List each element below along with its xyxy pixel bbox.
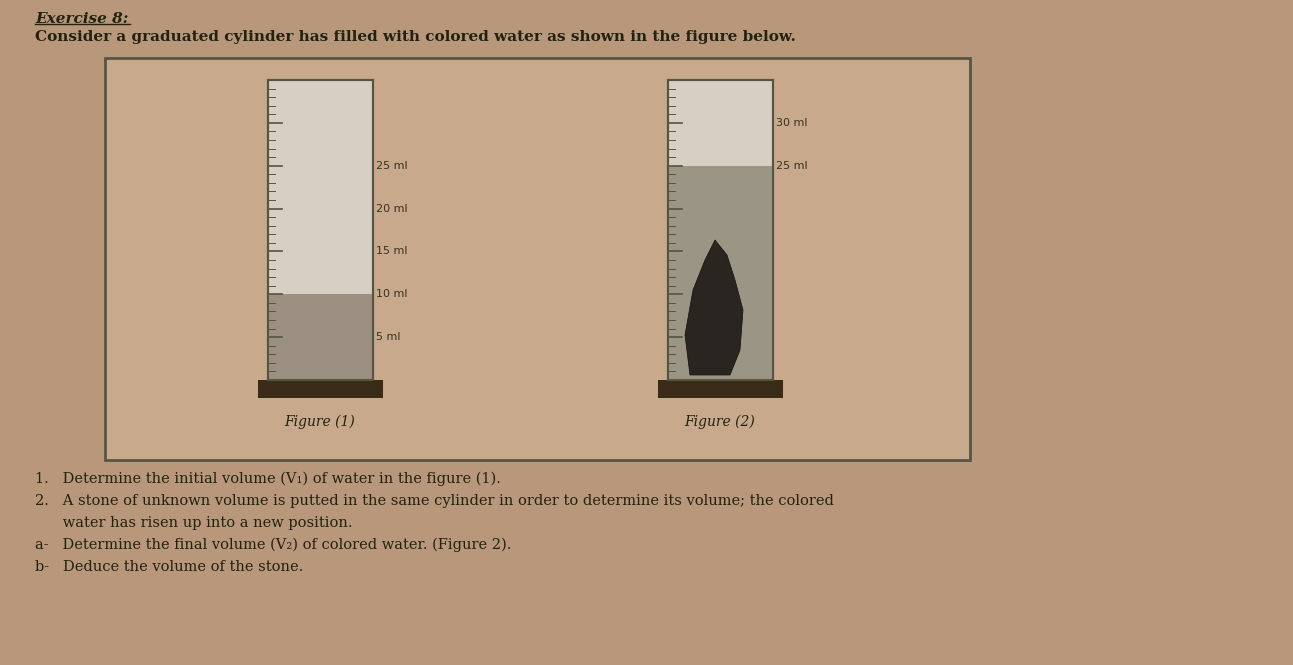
Text: Figure (1): Figure (1)	[284, 415, 356, 430]
Bar	[667, 80, 772, 380]
Text: 2.   A stone of unknown volume is putted in the same cylinder in order to determ: 2. A stone of unknown volume is putted i…	[35, 494, 834, 508]
Text: b-   Deduce the volume of the stone.: b- Deduce the volume of the stone.	[35, 560, 304, 574]
Text: 5 ml: 5 ml	[376, 332, 401, 342]
Text: 25 ml: 25 ml	[777, 161, 808, 171]
Bar	[268, 80, 372, 380]
Bar	[268, 295, 372, 380]
Text: Exercise 8:: Exercise 8:	[35, 12, 128, 26]
Bar	[667, 166, 772, 380]
Bar	[257, 380, 383, 398]
Bar	[105, 58, 970, 460]
Text: 20 ml: 20 ml	[376, 203, 409, 213]
Text: Figure (2): Figure (2)	[684, 415, 755, 430]
Text: 15 ml: 15 ml	[376, 247, 409, 257]
Text: 25 ml: 25 ml	[376, 161, 409, 171]
Bar	[658, 380, 782, 398]
Text: 10 ml: 10 ml	[376, 289, 409, 299]
Text: a-   Determine the final volume (V₂) of colored water. (Figure 2).: a- Determine the final volume (V₂) of co…	[35, 538, 511, 553]
Text: 1.   Determine the initial volume (V₁) of water in the figure (1).: 1. Determine the initial volume (V₁) of …	[35, 472, 500, 486]
Polygon shape	[685, 240, 743, 375]
Text: water has risen up into a new position.: water has risen up into a new position.	[35, 516, 353, 530]
Text: Consider a graduated cylinder has filled with colored water as shown in the figu: Consider a graduated cylinder has filled…	[35, 30, 796, 44]
Text: 30 ml: 30 ml	[777, 118, 808, 128]
